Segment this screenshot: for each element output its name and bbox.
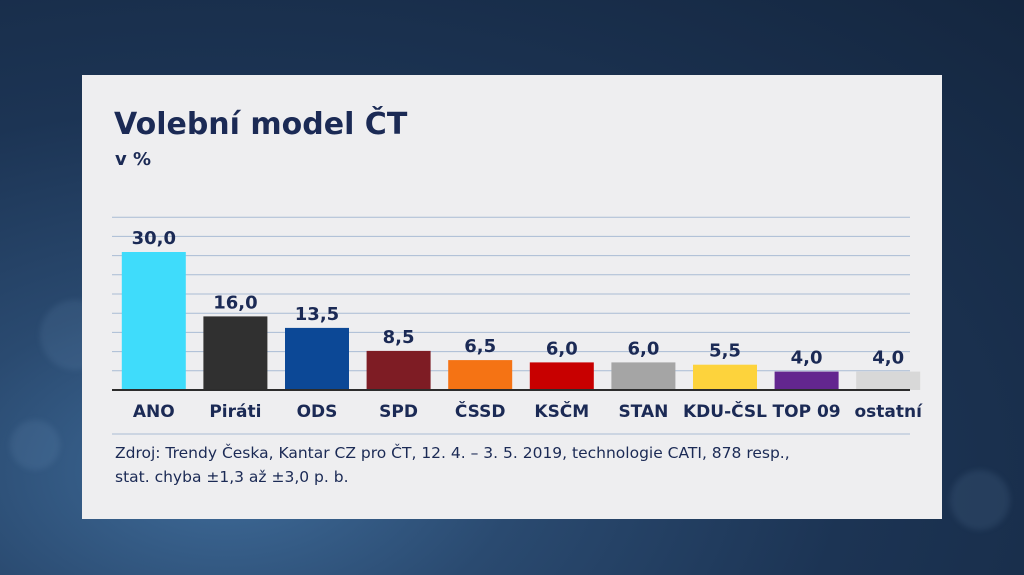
source-line-2: stat. chyba ±1,3 až ±3,0 p. b. [115,468,349,486]
data-label: 30,0 [132,228,176,249]
chart-title: Volební model ČT [114,107,408,142]
bar [448,360,513,390]
category-label: KSČM [534,400,589,422]
bar [285,327,349,390]
data-label: 13,5 [295,304,339,325]
data-label: 8,5 [383,327,415,348]
data-label: 6,0 [546,338,578,359]
category-label: Piráti [209,402,261,422]
bar [611,362,676,390]
chart-subtitle: v % [115,149,152,170]
bar [366,350,431,390]
bar-chart: 30,0 ANO 16,0 Piráti 13,5 ODS 8,5 SPD 6,5 ČSSD 6,0… [112,216,923,435]
background-bokeh [950,470,1010,530]
data-label: 16,0 [213,292,257,313]
category-label: ČSSD [455,400,506,422]
bar [529,362,594,390]
category-label: SPD [379,402,418,422]
source-line-1: Zdroj: Trendy Česka, Kantar CZ pro ČT, 1… [115,444,790,462]
data-label: 4,0 [872,348,904,369]
category-label: KDU-ČSL [683,400,767,422]
data-label: 5,5 [709,341,741,362]
category-label: STAN [618,402,668,422]
bar [856,371,921,390]
data-label: 4,0 [791,348,823,369]
bar [203,316,268,390]
bar [121,252,186,390]
category-label: ostatní [854,402,923,422]
data-label: 6,5 [464,336,496,357]
bar [774,371,839,390]
bar [693,364,757,390]
category-label: ODS [297,402,338,422]
background-bokeh [10,420,60,470]
chart-card: Volební model ČT v % 30,0 ANO 16,0 Piráti 13… [82,75,942,519]
category-label: TOP 09 [773,402,841,422]
data-label: 6,0 [627,338,659,359]
source-note: Zdroj: Trendy Česka, Kantar CZ pro ČT, 1… [115,441,915,489]
category-label: ANO [133,402,175,422]
